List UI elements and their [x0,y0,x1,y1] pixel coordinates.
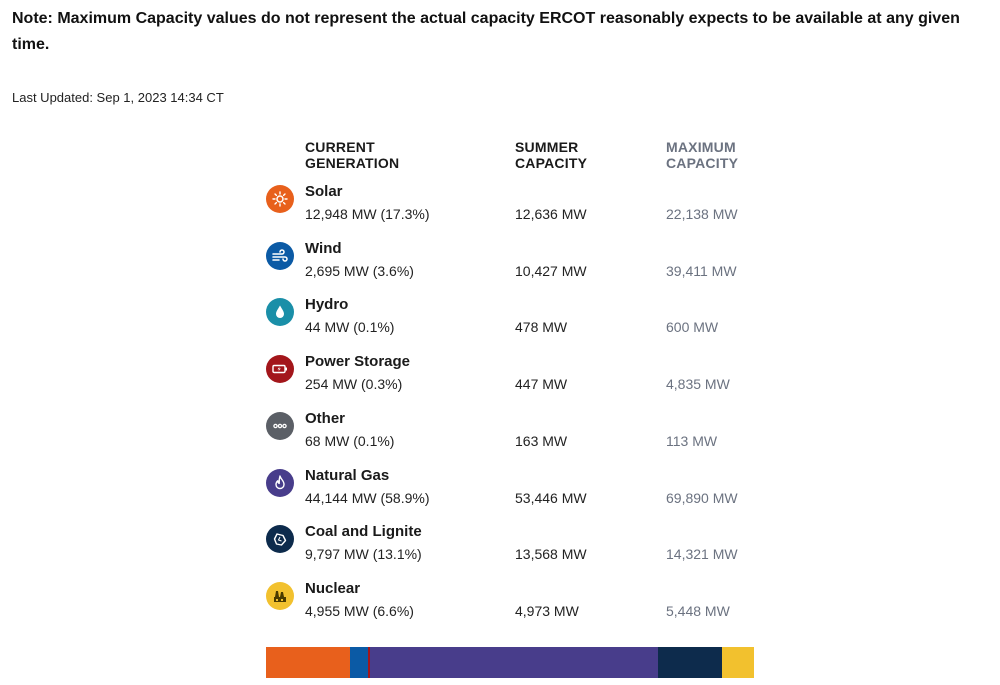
fuel-row-solar: Solar 12,948 MW (17.3%) 12,636 MW 22,138 MW [265,183,765,239]
generation-share-bar [266,647,754,678]
fuel-row-other: Other 68 MW (0.1%) 163 MW 113 MW [265,410,765,466]
summer-capacity-value: 13,568 MW [515,546,587,563]
fuel-name: Wind [305,239,342,257]
current-generation-value: 254 MW (0.3%) [305,376,403,393]
maximum-capacity-value: 14,321 MW [666,546,738,563]
fuel-name: Solar [305,183,343,200]
maximum-capacity-value: 5,448 MW [666,602,730,619]
summer-capacity-value: 447 MW [515,376,568,393]
maximum-capacity-value: 4,835 MW [666,376,730,393]
coal-icon [266,525,294,554]
summer-capacity-value: 12,636 MW [515,206,587,222]
capacity-note: Note: Maximum Capacity values do not rep… [12,10,960,53]
fuel-name: Coal and Lignite [305,523,422,541]
maximum-capacity-value: 113 MW [666,432,718,449]
current-generation-value: 4,955 MW (6.6%) [305,602,414,619]
fuel-row-nuclear: Nuclear 4,955 MW (6.6%) 4,973 MW 5,448 MW [265,580,765,636]
fuel-name: Nuclear [305,579,361,597]
battery-icon [266,355,294,384]
bar-segment-nuclear [721,647,754,678]
bar-segment-natural-gas [370,647,658,678]
summer-capacity-value: 163 MW [515,432,568,449]
current-generation-value: 12,948 MW (17.3%) [305,206,430,222]
fuel-name: Power Storage [305,353,411,371]
current-generation-value: 9,797 MW (13.1%) [305,546,422,563]
fuel-name: Hydro [305,296,349,314]
maximum-capacity-value: 69,890 MW [666,489,738,506]
wind-icon [266,241,294,270]
summer-capacity-value: 478 MW [515,319,568,336]
summer-capacity-value: 53,446 MW [515,489,587,506]
sun-icon [266,185,294,213]
header-summer-capacity: SUMMER CAPACITY [515,139,588,171]
fuel-row-wind: Wind 2,695 MW (3.6%) 10,427 MW 39,411 MW [265,240,765,296]
fuel-row-natural-gas: Natural Gas 44,144 MW (58.9%) 53,446 MW 69,… [265,467,765,523]
header-maximum-capacity: MAXIMUM CAPACITY [666,139,739,171]
last-updated: Last Updated: Sep 1, 2023 14:34 CT [12,90,224,105]
current-generation-value: 68 MW (0.1%) [305,432,395,449]
fuel-row-power-storage: Power Storage 254 MW (0.3%) 447 MW 4,835 MW [265,353,765,409]
summer-capacity-value: 4,973 MW [515,602,579,619]
fuel-name: Natural Gas [305,466,390,484]
maximum-capacity-value: 39,411 MW [666,262,737,279]
current-generation-value: 44 MW (0.1%) [305,319,395,336]
nuclear-plant-icon [266,581,294,610]
maximum-capacity-value: 600 MW [666,319,719,336]
header-current-generation: CURRENT GENERATION [305,139,400,171]
bar-segment-solar [266,647,351,678]
bar-segment-coal-and-lignite [657,647,722,678]
flame-icon [266,468,294,497]
summer-capacity-value: 10,427 MW [515,262,587,279]
water-drop-icon [266,298,294,327]
current-generation-value: 44,144 MW (58.9%) [305,489,430,506]
current-generation-value: 2,695 MW (3.6%) [305,262,414,279]
bar-segment-power-storage [368,647,370,678]
ellipsis-icon [266,411,294,440]
maximum-capacity-value: 22,138 MW [666,206,738,222]
bar-segment-wind [350,647,368,678]
fuel-name: Other [305,409,346,427]
fuel-row-hydro: Hydro 44 MW (0.1%) 478 MW 600 MW [265,296,765,352]
fuel-row-coal-and-lignite: Coal and Lignite 9,797 MW (13.1%) 13,568 M… [265,523,765,579]
